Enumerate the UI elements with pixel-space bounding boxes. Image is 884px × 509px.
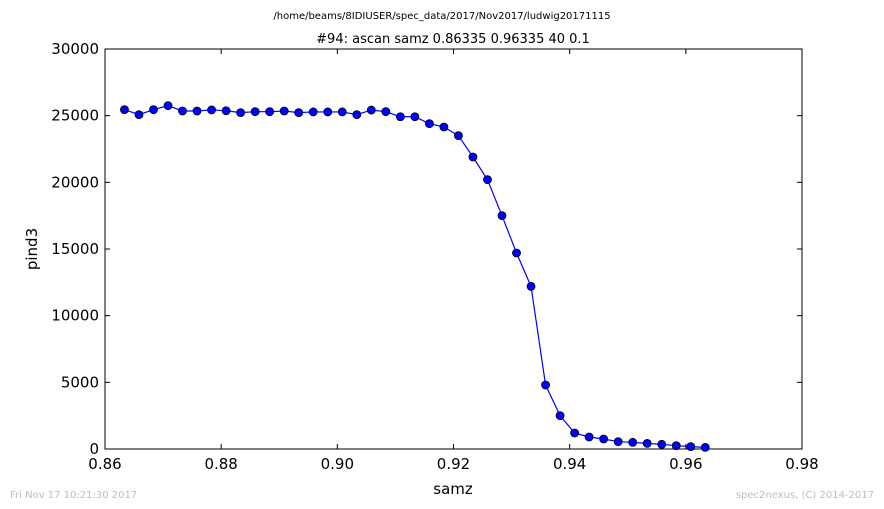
- data-point: [454, 131, 463, 141]
- y-axis-label: pind3: [23, 228, 41, 270]
- data-point: [120, 105, 129, 115]
- y-tick-label: 0: [89, 440, 99, 458]
- data-point: [250, 107, 260, 117]
- y-tick-label: 5000: [61, 373, 99, 391]
- data-point: [134, 110, 144, 119]
- chart-title: #94: ascan samz 0.86335 0.96335 40 0.1: [316, 32, 590, 47]
- y-tick-label: 15000: [51, 240, 99, 258]
- x-tick-label: 0.96: [669, 455, 702, 473]
- data-point: [657, 439, 667, 449]
- x-tick-label: 0.92: [437, 455, 470, 473]
- data-point: [541, 380, 550, 390]
- data-point: [308, 107, 318, 117]
- x-tick-label: 0.86: [88, 455, 121, 473]
- x-tick-label: 0.90: [321, 455, 354, 473]
- plot-area: [104, 48, 803, 450]
- data-point: [512, 248, 521, 258]
- data-point: [149, 105, 158, 115]
- data-point: [686, 442, 696, 452]
- data-point: [352, 110, 362, 119]
- data-point: [294, 108, 304, 117]
- data-point: [497, 211, 507, 221]
- data-point: [570, 428, 580, 438]
- figure-suptitle: /home/beams/8IDIUSER/spec_data/2017/Nov2…: [273, 11, 610, 22]
- y-tick-label: 20000: [51, 173, 99, 191]
- y-tick-label: 30000: [51, 40, 99, 58]
- x-axis: 0.86 0.88 0.90 0.92 0.94 0.96 0.98: [88, 49, 819, 473]
- data-point: [163, 101, 173, 111]
- data-point: [323, 107, 333, 117]
- series-pind3: [120, 101, 710, 452]
- data-point: [178, 106, 187, 116]
- data-point: [236, 108, 246, 117]
- x-tick-label: 0.88: [204, 455, 237, 473]
- data-point: [613, 437, 623, 447]
- data-point: [468, 152, 478, 162]
- data-point: [700, 442, 710, 452]
- data-point: [642, 438, 652, 448]
- data-point: [584, 432, 594, 442]
- y-tick-label: 25000: [51, 107, 99, 125]
- data-point: [628, 437, 638, 447]
- data-point: [221, 106, 231, 116]
- data-point: [395, 112, 405, 122]
- data-point: [265, 107, 275, 117]
- x-tick-label: 0.94: [553, 455, 586, 473]
- data-point: [599, 434, 609, 444]
- data-point: [279, 106, 289, 116]
- data-point: [366, 105, 376, 115]
- data-point: [192, 106, 202, 116]
- data-point: [381, 107, 391, 117]
- data-point: [207, 105, 216, 115]
- x-tick-label: 0.98: [785, 455, 818, 473]
- data-point: [483, 175, 492, 185]
- plot-frame: [104, 48, 803, 450]
- data-point: [555, 411, 565, 421]
- data-point: [439, 122, 449, 132]
- data-point: [526, 281, 536, 291]
- data-point: [671, 441, 681, 451]
- y-axis: 0 5000 10000 15000 20000 25000 30000: [51, 40, 802, 458]
- x-axis-label: samz: [433, 480, 473, 498]
- data-point: [337, 107, 347, 117]
- data-point: [410, 112, 420, 122]
- data-point: [424, 119, 434, 129]
- y-tick-label: 10000: [51, 307, 99, 325]
- footer-timestamp: Fri Nov 17 10:21:30 2017: [10, 490, 137, 501]
- footer-credit: spec2nexus, (C) 2014-2017: [736, 490, 874, 501]
